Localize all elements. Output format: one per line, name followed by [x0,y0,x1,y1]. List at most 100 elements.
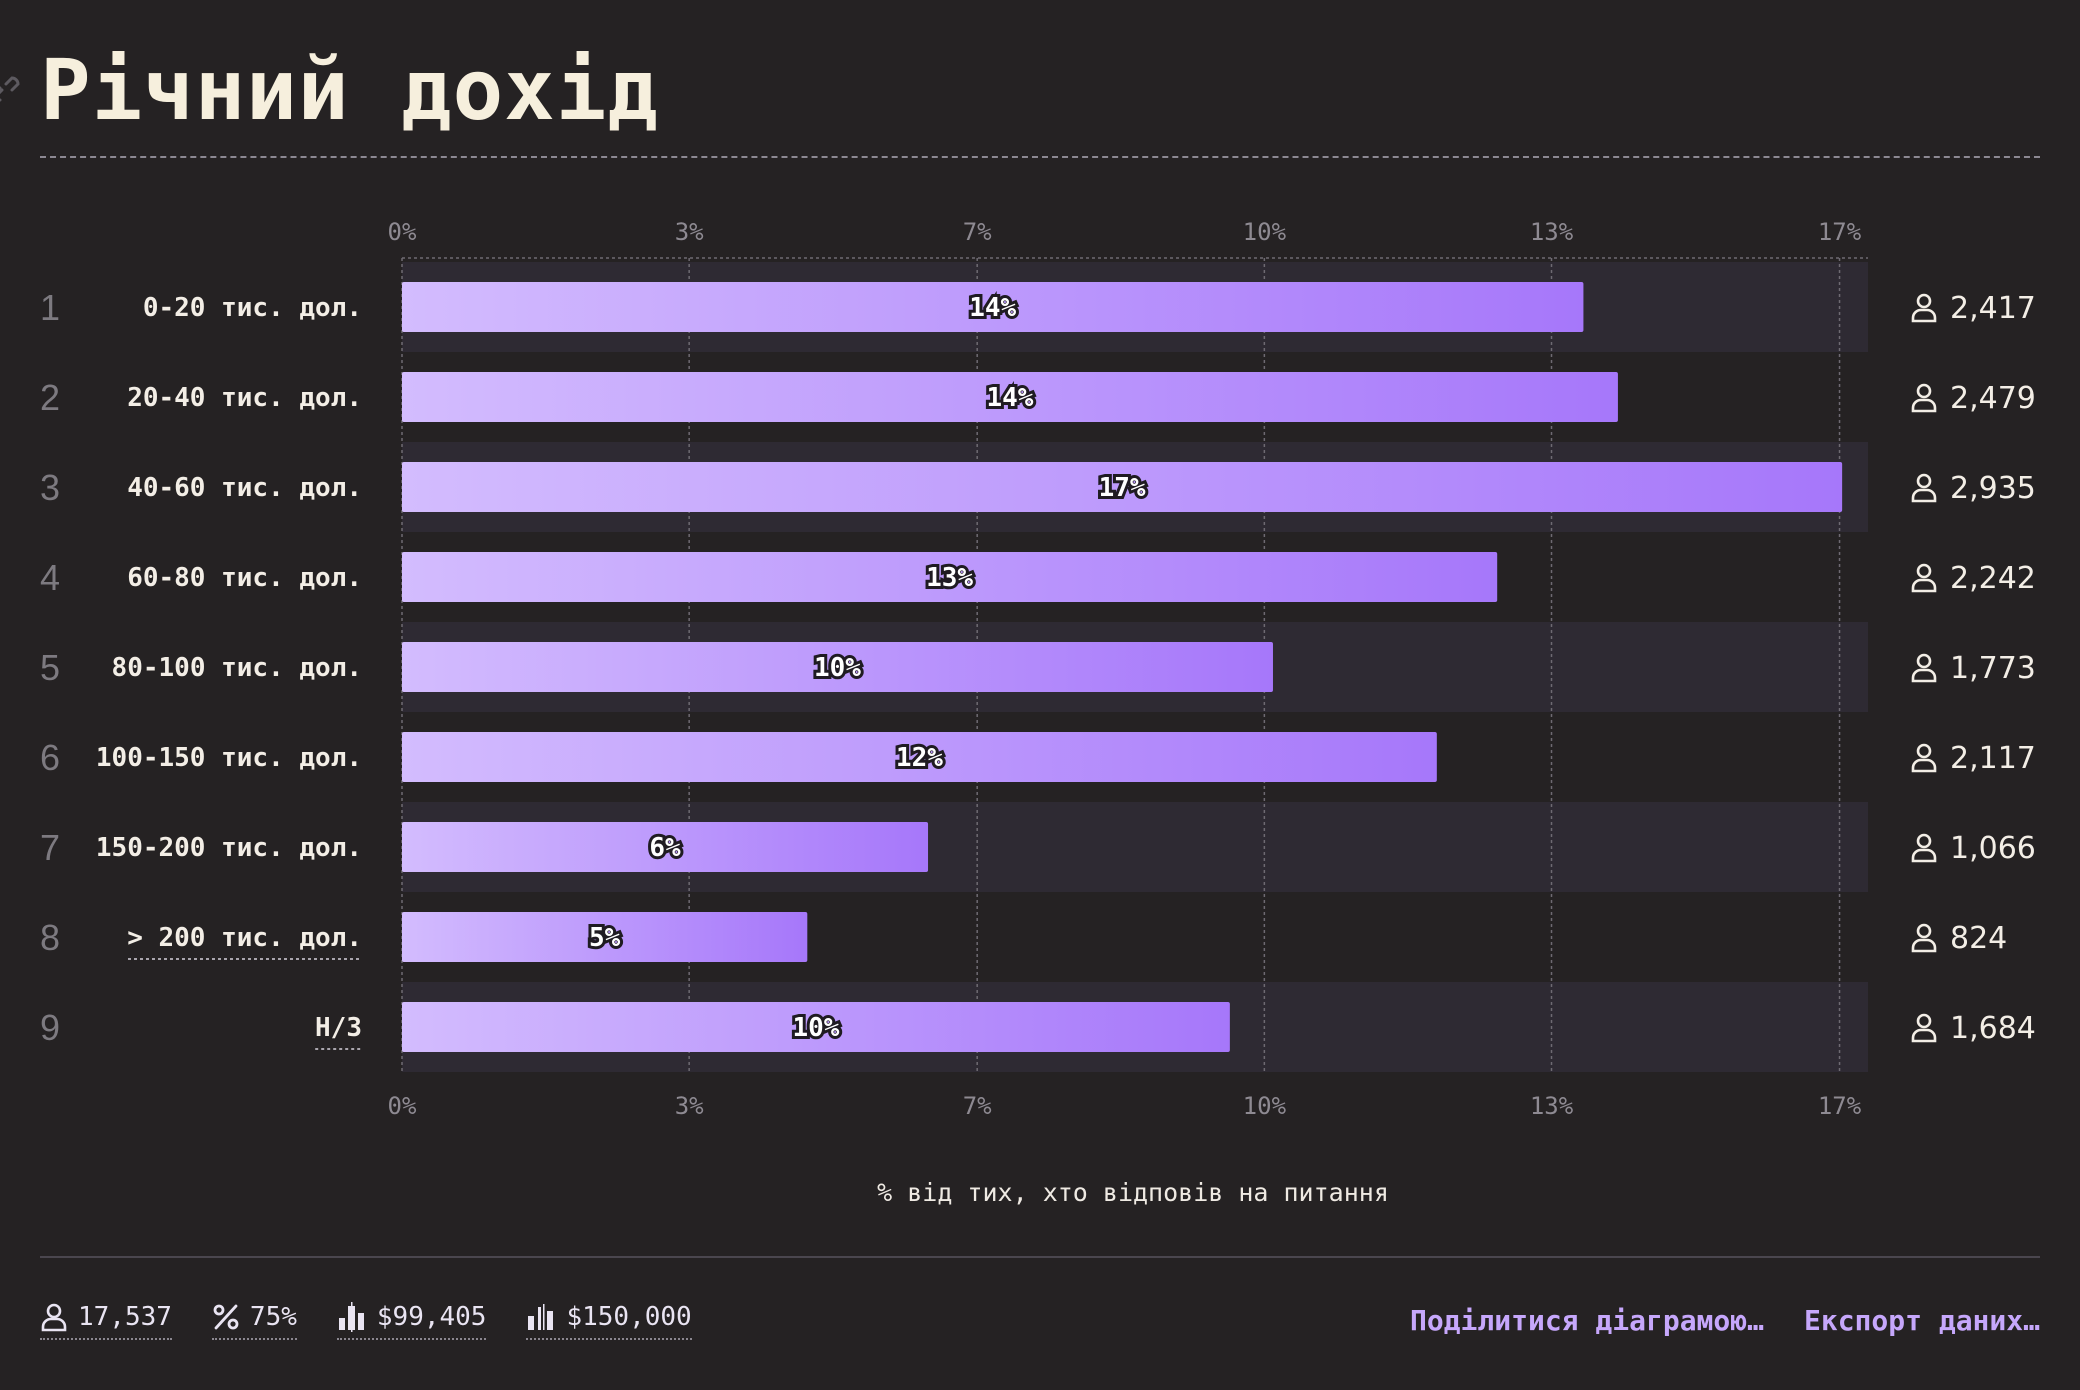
respondent-count: 1,684 [1950,1011,2036,1046]
bar[interactable] [402,372,1618,422]
x-tick-label-bottom: 13% [1530,1092,1574,1120]
person-icon [1911,293,1937,323]
person-icon [1911,563,1937,593]
bar-row[interactable]: 4 60-80 тис. дол. 13% 2,242 [40,552,2036,602]
bar-value-label: 6% [649,833,681,863]
bar-value-label: 14% [969,293,1016,323]
bar[interactable] [402,462,1843,512]
x-tick-label-top: 13% [1530,218,1574,246]
category-label: 100-150 тис. дол. [96,743,362,773]
respondent-count: 1,773 [1950,651,2036,686]
bar-row[interactable]: 1 0-20 тис. дол. 14% 2,417 [40,282,2036,332]
x-tick-label-bottom: 3% [675,1092,704,1120]
respondent-count: 2,479 [1950,381,2036,416]
bar-row[interactable]: 6 100-150 тис. дол. 12% 2,117 [40,732,2036,782]
person-icon [1911,473,1937,503]
axis-ticks: 0% 0% 3% 3% 7% 7% 10% 10% 13% 13% 17% 17% [388,218,1862,1120]
bar[interactable] [402,1002,1230,1052]
x-tick-label-bottom: 7% [963,1092,992,1120]
category-label: 0-20 тис. дол. [143,293,362,323]
row-number: 3 [40,467,60,508]
x-tick-label-top: 17% [1818,218,1862,246]
person-icon [1911,923,1937,953]
x-tick-label-top: 10% [1243,218,1287,246]
mean-stat[interactable]: $99,405 [336,1302,487,1340]
respondent-count: 2,117 [1950,741,2036,776]
title-divider [40,156,2040,158]
person-icon [41,1303,67,1332]
bar-row[interactable]: 2 20-40 тис. дол. 14% 2,479 [40,372,2036,422]
median-stat[interactable]: $150,000 [526,1302,692,1340]
bar-value-label: 13% [926,563,973,593]
bar-value-label: 14% [986,383,1033,413]
respondent-count: 1,066 [1950,831,2036,866]
median-value: $150,000 [566,1302,692,1332]
person-icon [1911,833,1937,863]
export-data-link[interactable]: Експорт даних… [1803,1304,2040,1337]
footer-stats: 17,537 75% $99,405 [40,1302,692,1340]
x-tick-label-top: 0% [388,218,417,246]
bar[interactable] [402,912,808,962]
row-number: 1 [40,287,60,328]
bar-row[interactable]: 9 Н/З 10% 1,684 [40,1002,2036,1052]
row-number: 5 [40,647,60,688]
bar-value-label: 17% [1099,473,1146,503]
page-title: Річний дохід [40,41,659,139]
bar-rows: 1 0-20 тис. дол. 14% 2,417 2 20-40 тис. дол. 1… [40,282,2036,1052]
respondents-count: 17,537 [78,1302,172,1332]
percent-value: 75% [249,1302,297,1332]
bar[interactable] [402,822,929,872]
respondent-count: 2,242 [1950,561,2036,596]
row-number: 2 [40,377,60,418]
x-tick-label-bottom: 10% [1243,1092,1287,1120]
mean-value: $99,405 [376,1302,487,1332]
bar[interactable] [402,282,1584,332]
category-label: 150-200 тис. дол. [96,833,362,863]
bar-row[interactable]: 7 150-200 тис. дол. 6% 1,066 [40,822,2036,872]
row-number: 7 [40,827,60,868]
footer-divider [40,1256,2040,1258]
row-number: 9 [40,1007,60,1048]
x-tick-label-top: 7% [963,218,992,246]
bar-value-label: 10% [792,1013,839,1043]
category-label: Н/З [315,1013,362,1043]
bar-value-label: 5% [589,923,621,953]
category-label: > 200 тис. дол. [127,923,362,953]
person-icon [1911,743,1937,773]
respondent-count: 2,417 [1950,291,2036,326]
respondent-count: 2,935 [1950,471,2036,506]
bar[interactable] [402,552,1498,602]
bar-value-label: 10% [814,653,861,683]
bar-value-label: 12% [896,743,943,773]
row-number: 8 [40,917,60,958]
footer-actions: Поділитися діаграмою… Експорт даних… [1410,1304,2040,1337]
x-axis-label: % від тих, хто відповів на питання [877,1178,1389,1207]
x-tick-label-bottom: 0% [388,1092,417,1120]
person-icon [1911,383,1937,413]
person-icon [1911,1013,1937,1043]
row-number: 4 [40,557,60,598]
row-number: 6 [40,737,60,778]
respondents-stat[interactable]: 17,537 [40,1302,172,1340]
bar-row[interactable]: 8 > 200 тис. дол. 5% 824 [40,912,2007,962]
respondent-count: 824 [1950,921,2007,956]
category-label: 40-60 тис. дол. [127,473,362,503]
bar-chart-icon [338,1302,364,1332]
category-label: 20-40 тис. дол. [127,383,362,413]
category-label: 60-80 тис. дол. [127,563,362,593]
bar-row[interactable]: 5 80-100 тис. дол. 10% 1,773 [40,642,2036,692]
link-icon[interactable] [0,70,22,110]
bar[interactable] [402,732,1437,782]
x-tick-label-bottom: 17% [1818,1092,1862,1120]
bar[interactable] [402,642,1273,692]
percent-stat[interactable]: 75% [211,1302,297,1340]
x-tick-label-top: 3% [675,218,704,246]
share-chart-link[interactable]: Поділитися діаграмою… [1409,1304,1764,1337]
bar-row[interactable]: 3 40-60 тис. дол. 17% 2,935 [40,462,2036,512]
category-label: 80-100 тис. дол. [112,653,362,683]
person-icon [1911,653,1937,683]
percent-icon [213,1304,239,1330]
bar-chart-icon [528,1304,554,1330]
